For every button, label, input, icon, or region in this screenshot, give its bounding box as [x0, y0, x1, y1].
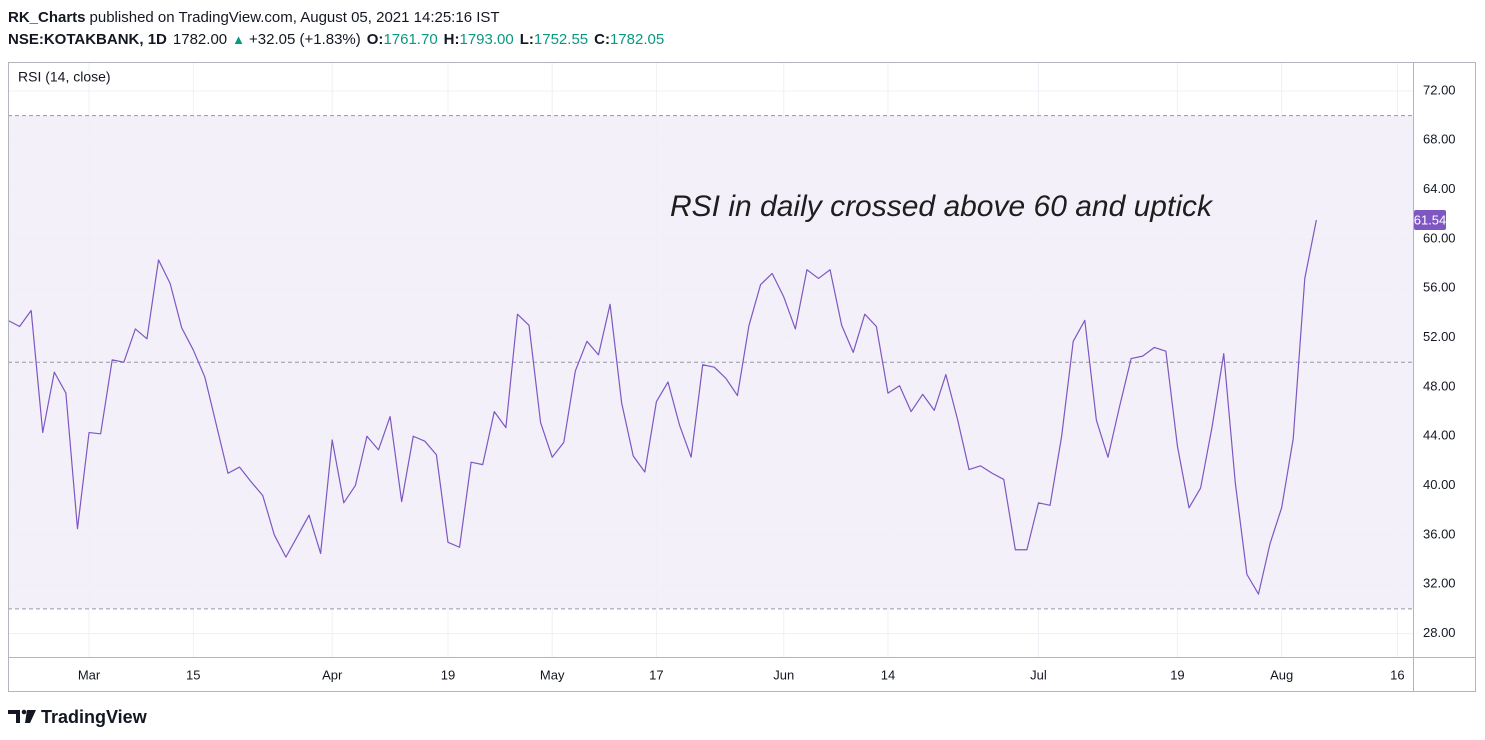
x-tick-label: Mar [78, 667, 101, 682]
x-tick-label: 19 [1170, 667, 1184, 682]
ohlc-value: 1752.55 [534, 31, 588, 48]
y-tick-label: 36.00 [1423, 526, 1456, 541]
brand-name: TradingView [41, 707, 148, 727]
x-tick-label: 15 [186, 667, 200, 682]
ohlc-label: C: [594, 31, 610, 48]
x-tick-label: May [540, 667, 565, 682]
ohlc-label: H: [444, 31, 460, 48]
x-tick-label: Jun [773, 667, 794, 682]
y-tick-label: 68.00 [1423, 132, 1456, 147]
y-tick-label: 52.00 [1423, 329, 1456, 344]
brand-logo: TradingView [8, 707, 148, 727]
logo-mark [25, 710, 36, 723]
y-tick-label: 56.00 [1423, 280, 1456, 295]
logo-mark [8, 710, 20, 723]
ohlc-value: 1761.70 [383, 31, 437, 48]
ohlc-label: L: [520, 31, 534, 48]
published-line: RK_Charts published on TradingView.com, A… [8, 9, 500, 26]
pane-border [8, 62, 1476, 692]
price: 1782.00 [173, 31, 227, 48]
logo-dot [21, 709, 27, 715]
x-tick-label: 19 [441, 667, 455, 682]
change: +32.05 (+1.83%) [249, 31, 361, 48]
x-tick-label: 17 [649, 667, 663, 682]
x-tick-label: 16 [1390, 667, 1404, 682]
symbol-line: NSE:KOTAKBANK, 1D 1782.00 ▲ +32.05 (+1.83%)… [8, 31, 664, 48]
y-tick-label: 72.00 [1423, 82, 1456, 97]
annotation: RSI in daily crossed above 60 and uptick [670, 190, 1214, 223]
y-tick-label: 64.00 [1423, 181, 1456, 196]
x-tick-label: Apr [322, 667, 343, 682]
symbol: NSE:KOTAKBANK, 1D [8, 31, 167, 48]
y-tick-label: 48.00 [1423, 378, 1456, 393]
x-tick-label: 14 [881, 667, 895, 682]
ohlc-label: O: [367, 31, 384, 48]
y-tick-label: 60.00 [1423, 230, 1456, 245]
change-arrow: ▲ [232, 32, 245, 47]
ohlc-value: 1782.05 [610, 31, 664, 48]
published: published on TradingView.com, August 05,… [90, 9, 500, 26]
x-tick-label: Aug [1270, 667, 1293, 682]
y-tick-label: 32.00 [1423, 576, 1456, 591]
x-tick-label: Jul [1030, 667, 1047, 682]
y-tick-label: 44.00 [1423, 428, 1456, 443]
ohlc-value: 1793.00 [460, 31, 514, 48]
last-value-box [1414, 209, 1446, 230]
rsi-line [7, 219, 1317, 595]
indicator-label: RSI (14, close) [18, 69, 111, 85]
y-tick-label: 40.00 [1423, 477, 1456, 492]
plot-area [7, 62, 1413, 657]
last-value-label: 61.54 [1414, 212, 1447, 227]
y-tick-label: 28.00 [1423, 625, 1456, 640]
author: RK_Charts [8, 9, 86, 26]
